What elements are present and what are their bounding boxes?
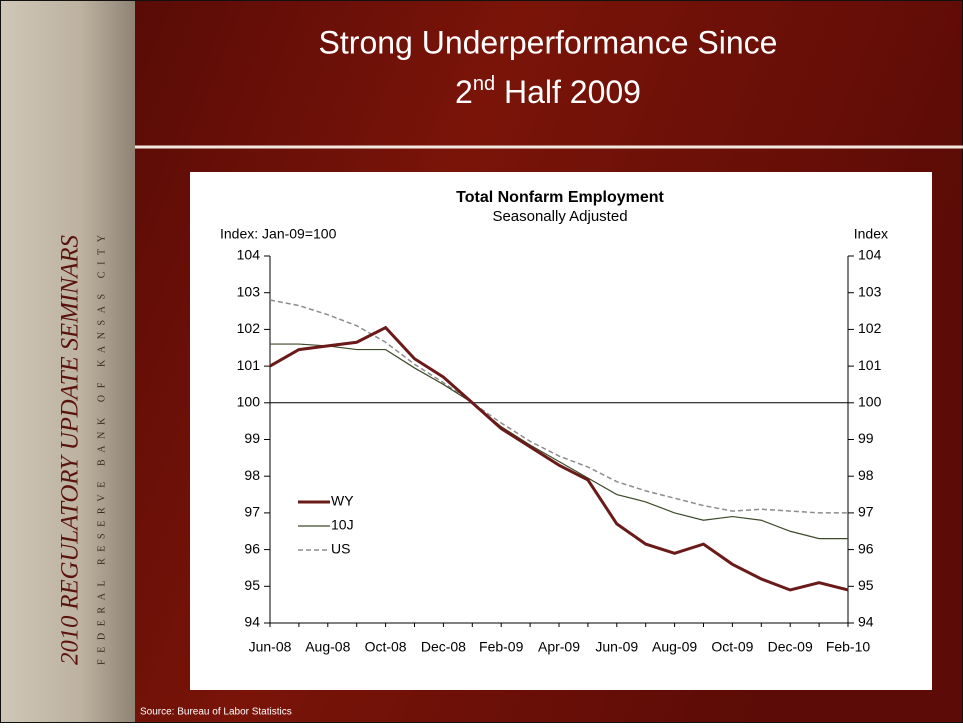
x-tick-label: Oct-08 — [365, 639, 407, 655]
x-tick-label: Dec-08 — [421, 639, 466, 655]
title-rest — [495, 74, 504, 110]
y-tick-label: 101 — [237, 357, 261, 373]
series-line — [269, 325, 849, 592]
legend-label: WY — [331, 493, 354, 509]
y2-tick-label: 94 — [858, 614, 874, 630]
series-line — [269, 299, 848, 514]
y-axis-label: Index: Jan-09=100 — [220, 226, 337, 242]
y2-tick-label: 103 — [858, 283, 882, 299]
y2-tick-label: 95 — [858, 577, 874, 593]
sidebar-subtitle: FEDERAL RESERVE BANK OF KANSAS CITY — [96, 235, 107, 665]
title-superscript: nd — [473, 73, 495, 95]
x-tick-label: Feb-09 — [479, 639, 524, 655]
chart-title: Total Nonfarm Employment — [456, 189, 664, 206]
y-tick-label: 96 — [244, 540, 260, 556]
y-tick-label: 100 — [237, 394, 261, 410]
y2-axis-label: Index — [854, 226, 888, 242]
y-tick-label: 103 — [237, 283, 261, 299]
y2-tick-label: 102 — [858, 320, 882, 336]
sidebar-title: 2010 REGULATORY UPDATE SEMINARS — [57, 235, 84, 666]
legend-label: 10J — [331, 517, 354, 533]
legend-label: US — [331, 541, 350, 557]
title-number: 2 — [455, 74, 473, 110]
x-tick-label: Aug-09 — [652, 639, 697, 655]
series-line — [270, 343, 848, 540]
title-rest: Half 2009 — [504, 74, 641, 110]
chart-subtitle: Seasonally Adjusted — [492, 208, 627, 225]
y2-tick-label: 98 — [858, 467, 874, 483]
y-tick-label: 98 — [244, 467, 260, 483]
x-tick-label: Aug-08 — [305, 639, 350, 655]
slide-title: Strong Underperformance Since — [319, 24, 778, 60]
slide-title-2: 2nd Half 2009 — [455, 73, 641, 110]
y-tick-label: 97 — [244, 504, 260, 520]
x-tick-label: Jun-08 — [249, 639, 292, 655]
chart-area — [190, 172, 932, 690]
source: Source: Bureau of Labor Statistics — [140, 707, 292, 718]
x-tick-label: Dec-09 — [768, 639, 813, 655]
y2-tick-label: 96 — [858, 540, 874, 556]
x-tick-label: Apr-09 — [538, 639, 580, 655]
y-tick-label: 99 — [244, 430, 260, 446]
sidebar — [0, 0, 135, 723]
y2-tick-label: 97 — [858, 504, 874, 520]
y2-tick-label: 100 — [858, 394, 882, 410]
y2-tick-label: 104 — [858, 247, 882, 263]
y-tick-label: 95 — [244, 577, 260, 593]
y-tick-label: 104 — [237, 247, 261, 263]
x-tick-label: Jun-09 — [595, 639, 638, 655]
y-tick-label: 94 — [244, 614, 260, 630]
x-tick-label: Feb-10 — [826, 639, 871, 655]
y-tick-label: 102 — [237, 320, 261, 336]
y2-tick-label: 99 — [858, 430, 874, 446]
x-tick-label: Oct-09 — [711, 639, 753, 655]
y2-tick-label: 101 — [858, 357, 882, 373]
